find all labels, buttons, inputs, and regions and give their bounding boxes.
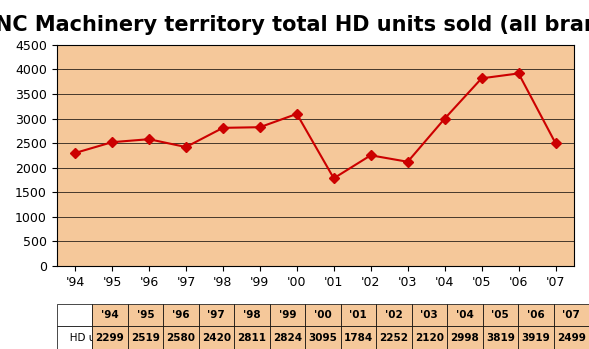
Title: NC Machinery territory total HD units sold (all brands): NC Machinery territory total HD units so… [0,15,589,35]
